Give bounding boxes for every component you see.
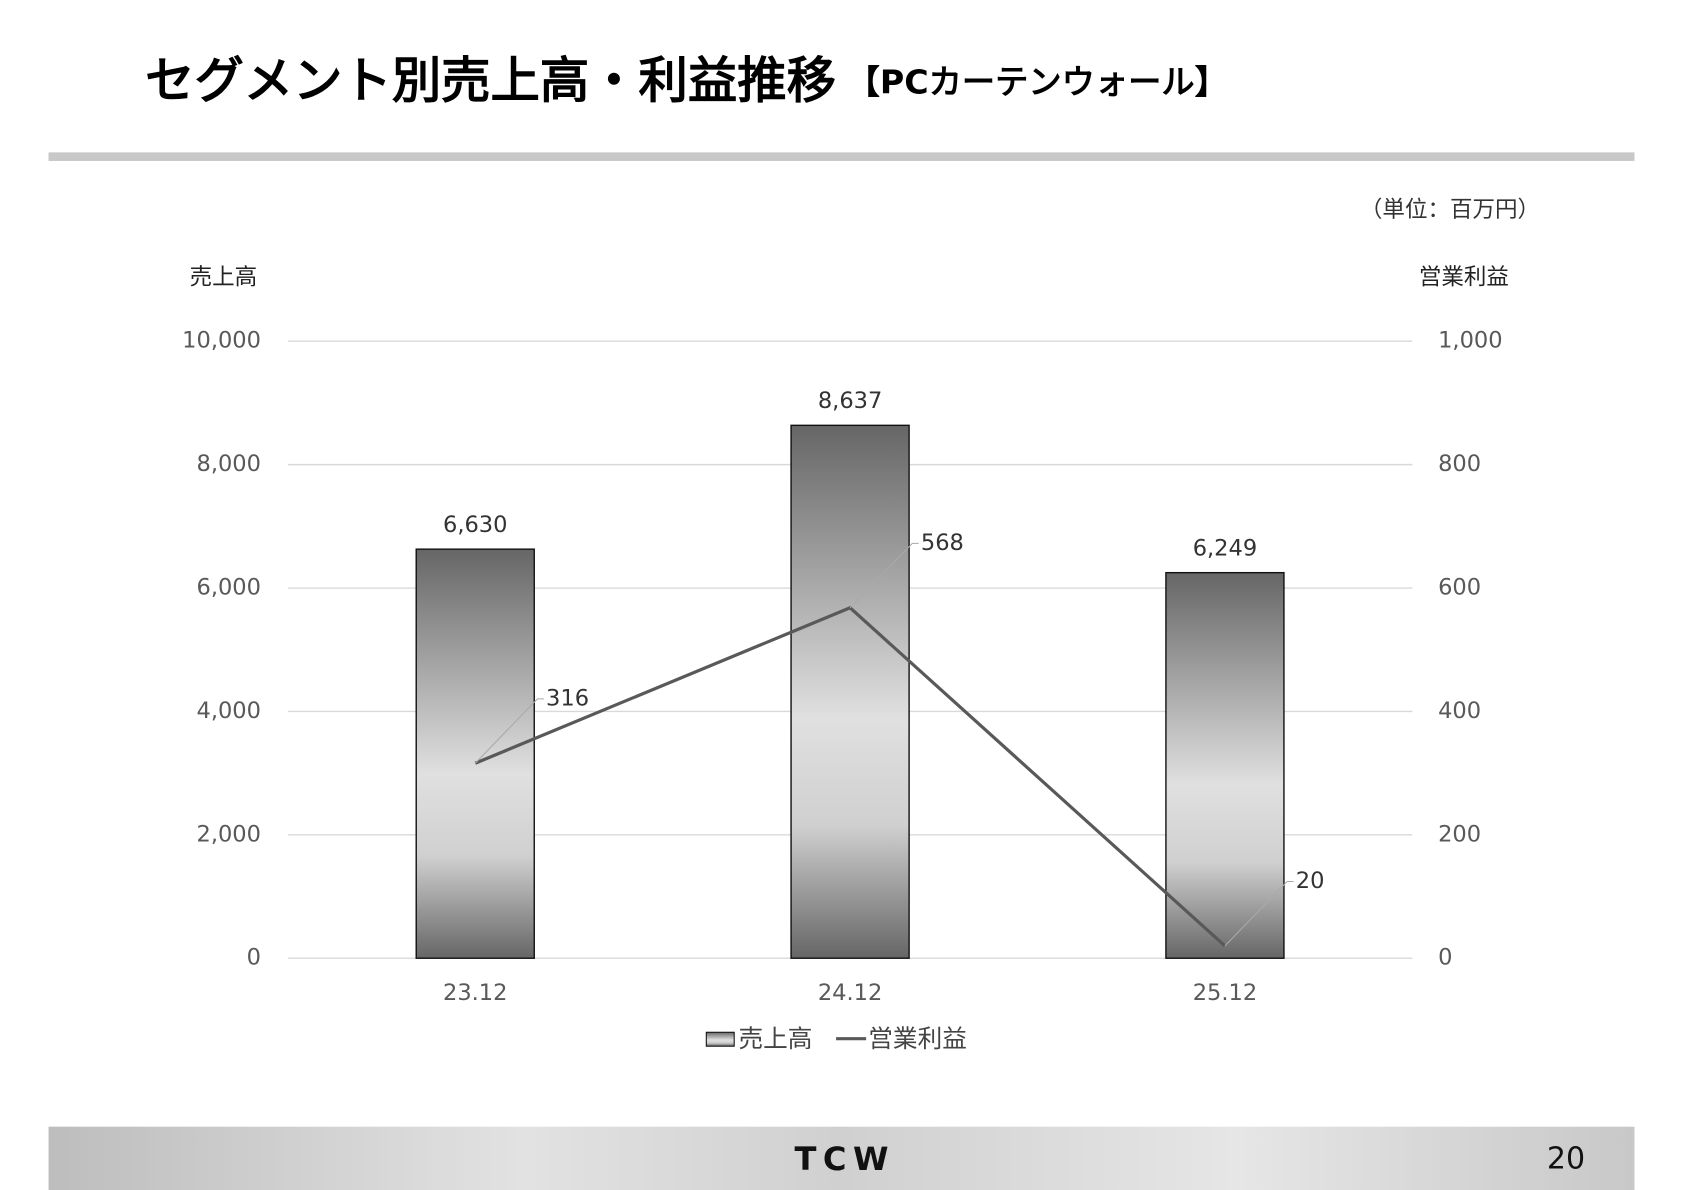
bar [790,424,910,959]
legend-swatch [705,1031,735,1047]
y-tick-label: 6,000 [197,575,261,601]
x-tick-label: 24.12 [818,980,882,1006]
line-value-label: 568 [921,530,964,556]
y-tick-label: 8,000 [197,451,261,477]
title: セグメント別売上高・利益推移 【PCカーテンウォール】 [145,51,1228,109]
y2-tick-label: 400 [1438,698,1481,724]
header-rule [48,152,1635,161]
y2-tick-label: 0 [1438,945,1452,971]
leader-line [474,698,544,764]
y2-tick-label: 800 [1438,451,1481,477]
y-tick-label: 4,000 [197,698,261,724]
title-main: セグメント別売上高・利益推移 [145,51,836,109]
legend-label: 売上高 [738,1024,812,1053]
y-tick-label: 0 [247,945,261,971]
y-tick-label: 10,000 [182,328,261,354]
leader-line [849,542,919,609]
leader-line [1224,880,1294,947]
page-number: 20 [1547,1141,1585,1176]
footer-logo: TCW [795,1140,895,1178]
x-tick-label: 25.12 [1193,980,1257,1006]
line-value-label: 316 [546,685,589,711]
bar-value-label: 6,249 [1193,536,1257,562]
y-axis-title: 売上高 [190,264,258,290]
line-value-label: 20 [1296,868,1325,894]
y2-tick-label: 200 [1438,821,1481,847]
x-tick-label: 23.12 [443,980,507,1006]
footer-band [48,1126,1635,1190]
y2-tick-label: 600 [1438,575,1481,601]
bar-value-label: 8,637 [818,388,882,414]
plot: 0 2,000 4,000 6,000 8,000 10,000 0 200 400 600 800… [182,328,1502,1053]
bar [415,548,535,959]
unit-note: （単位：百万円） [1360,197,1540,223]
y2-tick-label: 1,000 [1438,328,1502,354]
y-tick-label: 2,000 [197,821,261,847]
bar-value-label: 6,630 [443,512,507,538]
bar [1165,571,1285,959]
y2-axis-title: 営業利益 [1419,264,1509,290]
legend-label: 営業利益 [868,1024,967,1053]
title-sub: 【PCカーテンウォール】 [847,62,1228,101]
